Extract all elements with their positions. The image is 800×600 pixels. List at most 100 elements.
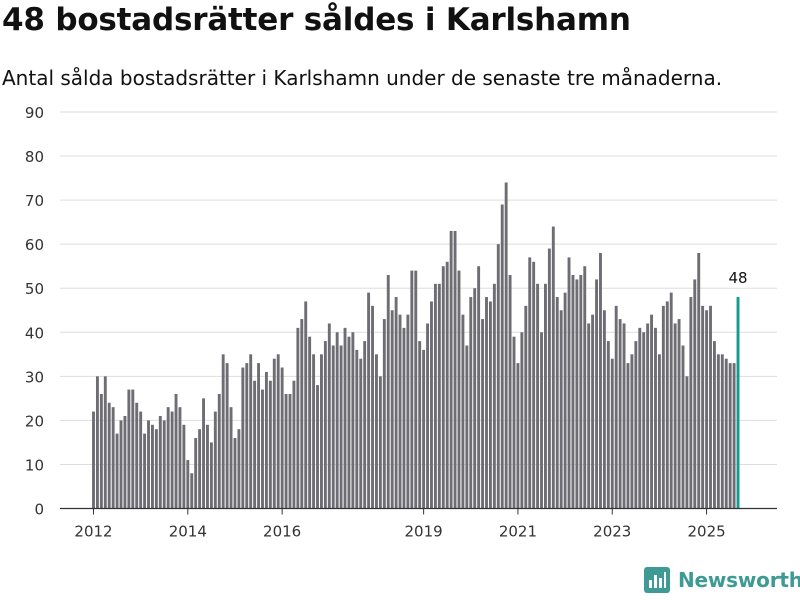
bar <box>728 363 732 509</box>
bar <box>398 314 402 509</box>
bar <box>323 341 327 509</box>
bar <box>95 376 99 509</box>
bar <box>681 345 685 509</box>
bar <box>206 424 209 509</box>
bar <box>583 266 587 509</box>
bar <box>430 301 433 509</box>
bar <box>107 402 111 509</box>
bar <box>166 407 170 509</box>
y-tick-label: 0 <box>34 501 44 519</box>
bar <box>437 283 441 509</box>
bar <box>308 336 312 509</box>
bar <box>630 354 634 509</box>
bar <box>642 332 646 509</box>
bar <box>327 323 331 509</box>
bar <box>339 345 343 509</box>
bar <box>147 420 150 509</box>
bar <box>264 371 268 509</box>
bar <box>524 305 528 509</box>
bar <box>610 358 614 509</box>
bar <box>587 323 591 509</box>
y-tick-label: 70 <box>25 192 44 210</box>
bar <box>563 292 567 509</box>
highlight-bar <box>736 297 740 509</box>
bar <box>544 283 547 509</box>
bar <box>709 305 712 509</box>
bar <box>465 345 469 509</box>
bar <box>555 297 559 509</box>
bar <box>261 389 264 509</box>
bar <box>347 336 351 509</box>
bar <box>677 319 681 509</box>
newsworthy-logo-icon <box>644 567 670 593</box>
bar <box>92 411 95 509</box>
bar <box>701 305 705 509</box>
bar <box>646 323 650 509</box>
bar <box>151 424 154 509</box>
bar <box>481 319 485 509</box>
bar <box>378 376 382 509</box>
bar <box>225 363 229 509</box>
y-tick-label: 30 <box>25 368 44 386</box>
bar <box>650 314 654 509</box>
bar <box>469 297 473 509</box>
bar <box>253 380 257 509</box>
bar <box>626 363 630 509</box>
bar <box>673 323 677 509</box>
bar <box>508 275 512 509</box>
bar <box>461 314 465 509</box>
bar <box>591 314 595 509</box>
bar <box>657 354 661 509</box>
bar <box>158 415 162 509</box>
bar <box>296 327 300 509</box>
bar <box>410 270 414 509</box>
bar <box>654 327 657 509</box>
bar <box>453 230 457 509</box>
bar <box>449 230 453 509</box>
bar <box>276 354 280 509</box>
bar <box>390 310 394 509</box>
bar <box>540 332 543 509</box>
bar <box>689 297 693 509</box>
bar <box>319 354 323 509</box>
bar <box>496 244 500 509</box>
bar <box>268 380 272 509</box>
bar <box>135 402 139 509</box>
newsworthy-logo: Newsworthy <box>644 567 800 593</box>
bar <box>229 407 233 509</box>
x-tick-label: 2025 <box>687 523 725 541</box>
bar <box>445 261 449 509</box>
bar <box>705 310 709 509</box>
bar <box>284 393 288 509</box>
bar <box>571 275 575 509</box>
bar <box>720 354 724 509</box>
bar <box>685 376 689 509</box>
bar <box>272 358 276 509</box>
bar <box>355 349 359 509</box>
x-tick-label: 2012 <box>74 523 112 541</box>
bar <box>606 341 610 509</box>
x-tick-label: 2014 <box>169 523 207 541</box>
bar <box>249 354 253 509</box>
bar <box>382 319 386 509</box>
bar <box>441 266 445 509</box>
newsworthy-logo-text: Newsworthy <box>678 568 800 592</box>
bar <box>312 354 316 509</box>
bar <box>500 204 504 509</box>
bar <box>712 341 716 509</box>
highlight-data-label: 48 <box>728 269 747 287</box>
y-tick-label: 50 <box>25 280 44 298</box>
bar <box>186 460 190 509</box>
bar <box>162 420 166 509</box>
chart-title: 48 bostadsrätter såldes i Karlshamn <box>2 2 631 38</box>
bar <box>111 407 115 509</box>
y-tick-label: 80 <box>25 148 44 166</box>
bar <box>143 433 147 509</box>
bar <box>602 310 606 509</box>
y-tick-label: 90 <box>25 104 44 122</box>
bar <box>669 292 673 509</box>
bar <box>194 438 198 509</box>
bar <box>724 358 728 509</box>
bar <box>115 433 119 509</box>
bar <box>473 288 477 509</box>
